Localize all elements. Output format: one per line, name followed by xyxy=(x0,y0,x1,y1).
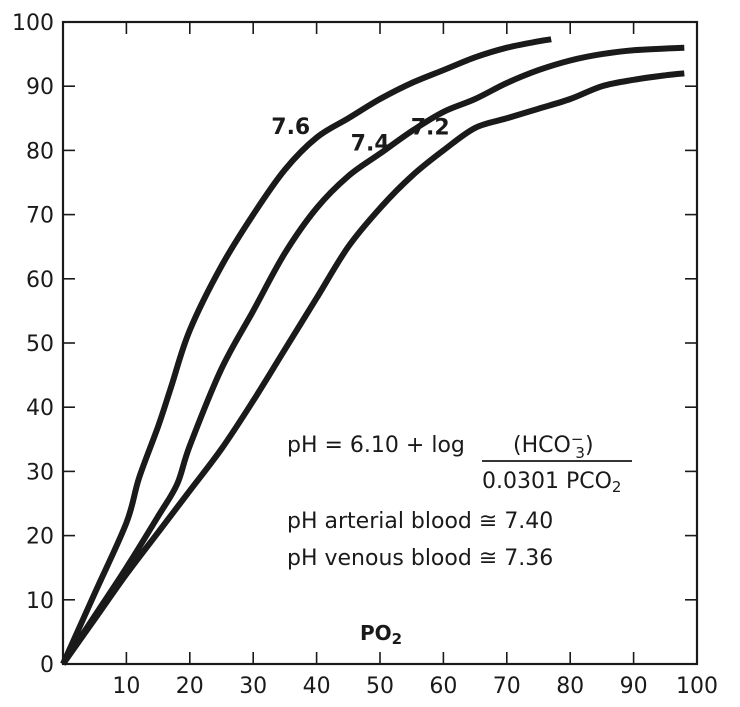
y-tick-label: 50 xyxy=(26,332,54,357)
y-tick-label: 30 xyxy=(26,460,54,485)
x-axis-label: PO2 xyxy=(360,621,402,648)
curve-label-ph-7-4: 7.4 xyxy=(351,132,390,157)
y-tick-label: 80 xyxy=(26,139,54,164)
equation-annotation: pH = 6.10 + log (HCO− 3) 0.0301 PCO2 pH a… xyxy=(287,430,632,571)
equation-denominator: 0.0301 PCO2 xyxy=(482,469,621,496)
y-tick-label: 40 xyxy=(26,396,54,421)
curve-ph-7-2 xyxy=(60,70,685,666)
equation-numerator: (HCO− 3) xyxy=(513,430,594,462)
x-tick-label: 60 xyxy=(429,674,457,699)
curve-labels: 7.6 7.4 7.2 xyxy=(271,115,449,157)
x-tick-label: 30 xyxy=(239,674,267,699)
x-tick-label: 100 xyxy=(676,674,718,699)
curve-layer xyxy=(60,36,685,666)
curve-ph-7-4 xyxy=(60,44,685,666)
x-tick-label: 90 xyxy=(620,674,648,699)
y-tick-label: 0 xyxy=(40,653,54,678)
y-tick-label: 90 xyxy=(26,75,54,100)
venous-ph-note: pH venous blood ≅ 7.36 xyxy=(287,546,553,571)
y-tick-label: 20 xyxy=(26,525,54,550)
equation-lhs: pH = 6.10 + log xyxy=(287,433,465,458)
x-tick-label: 80 xyxy=(556,674,584,699)
curve-ph-7-6 xyxy=(60,36,552,666)
y-tick-label: 100 xyxy=(12,11,54,36)
axis-tick-labels: 10 20 30 40 50 60 70 80 90 100 0 10 20 30 40 50 60 70 80 90… xyxy=(12,11,718,699)
y-tick-label: 60 xyxy=(26,268,54,293)
x-tick-label: 40 xyxy=(303,674,331,699)
x-tick-label: 70 xyxy=(493,674,521,699)
arterial-ph-note: pH arterial blood ≅ 7.40 xyxy=(287,509,553,534)
y-tick-label: 10 xyxy=(26,589,54,614)
axis-ticks xyxy=(63,22,697,664)
x-tick-label: 20 xyxy=(176,674,204,699)
x-tick-label: 50 xyxy=(366,674,394,699)
curve-label-ph-7-6: 7.6 xyxy=(271,115,310,140)
curve-label-ph-7-2: 7.2 xyxy=(411,115,450,140)
x-tick-label: 10 xyxy=(112,674,140,699)
y-tick-label: 70 xyxy=(26,204,54,229)
